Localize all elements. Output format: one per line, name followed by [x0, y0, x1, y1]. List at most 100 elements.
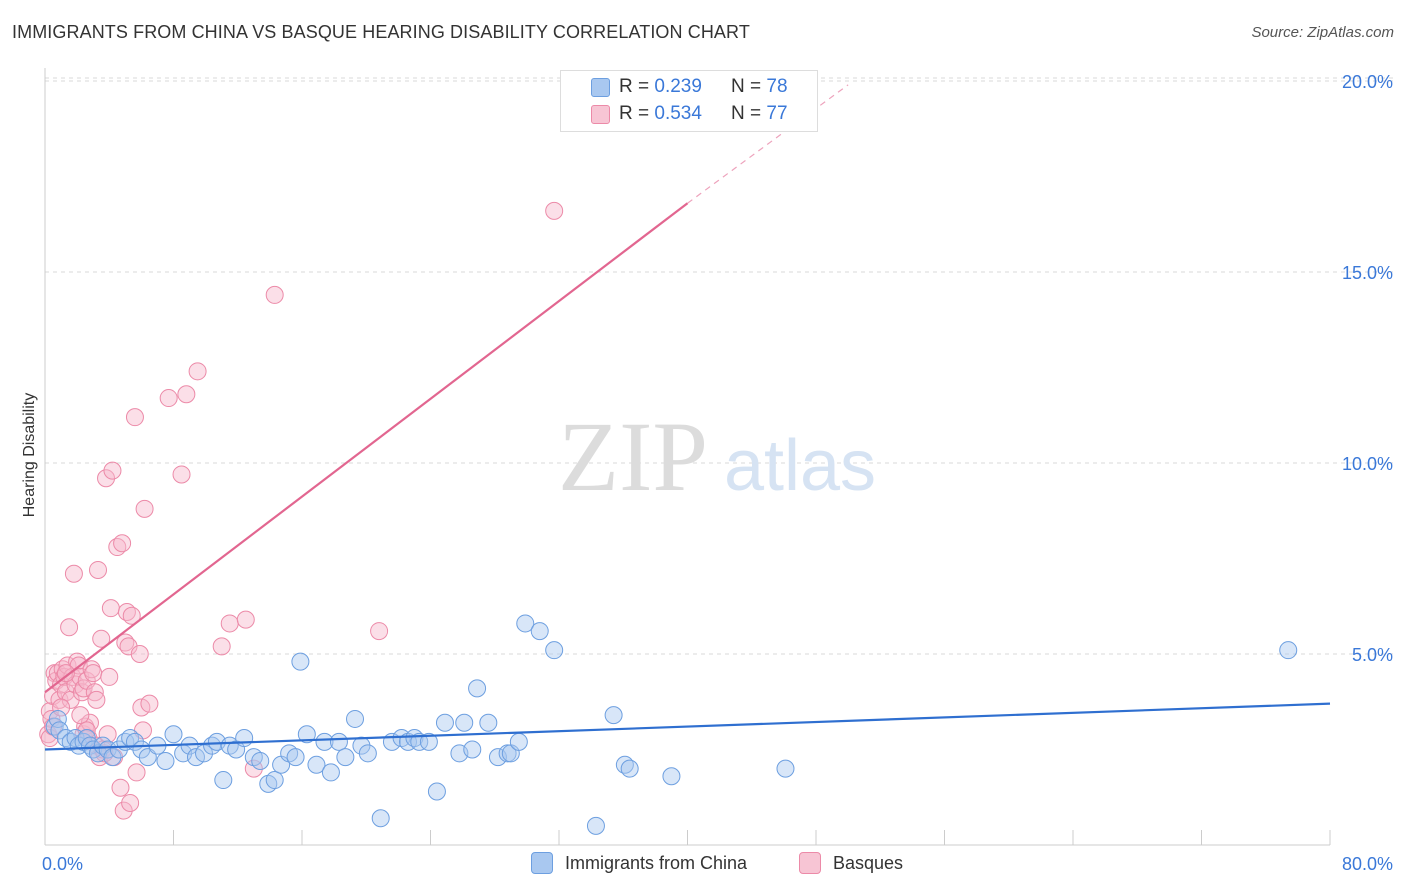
point-china [662, 767, 681, 786]
legend-r-value-basques: 0.534 [654, 103, 702, 124]
legend-n-value-basques: 77 [766, 103, 788, 124]
point-china [214, 771, 233, 790]
point-basques [159, 389, 178, 408]
point-basques [52, 698, 71, 717]
legend-swatch-basques [799, 852, 821, 874]
trendline-china [44, 702, 1331, 751]
point-basques [220, 614, 239, 633]
point-china [138, 748, 157, 767]
point-basques [265, 285, 284, 304]
point-basques [71, 706, 90, 725]
legend-swatch-china [591, 78, 610, 97]
point-china [586, 816, 605, 835]
point-china [329, 732, 348, 751]
point-basques [60, 618, 79, 637]
legend-item-basques[interactable]: Basques [799, 852, 903, 874]
watermark-atlas: atlas [724, 426, 876, 506]
point-china [48, 709, 67, 728]
point-basques [100, 667, 119, 686]
point-basques [40, 729, 59, 748]
y-tick-label: 10.0% [1342, 454, 1393, 474]
point-basques [125, 408, 144, 427]
point-china [358, 744, 377, 763]
point-china [307, 755, 326, 774]
grid-lines [45, 77, 1395, 655]
tick-labels: 5.0% 10.0% 15.0% 20.0% 0.0% 80.0% [42, 72, 1393, 874]
point-basques [101, 599, 120, 618]
legend-r-value-china: 0.239 [654, 76, 702, 97]
point-china [371, 809, 390, 828]
point-basques [140, 694, 159, 713]
legend-n-label: N = [731, 76, 762, 97]
point-basques [98, 725, 117, 744]
point-china [479, 713, 498, 732]
point-china [346, 709, 365, 728]
x-tick-label: 80.0% [1342, 854, 1393, 874]
point-china [410, 732, 429, 751]
point-china [516, 614, 535, 633]
point-china [50, 721, 69, 740]
point-china [419, 732, 438, 751]
point-china [156, 751, 175, 770]
point-china [336, 748, 355, 767]
legend-n-label: N = [731, 103, 762, 124]
data-points [39, 201, 1298, 835]
watermark-zip: ZIP [558, 401, 708, 512]
point-china [427, 782, 446, 801]
y-tick-label: 15.0% [1342, 263, 1393, 283]
point-basques [85, 683, 104, 702]
chart-title: IMMIGRANTS FROM CHINA VS BASQUE HEARING … [12, 22, 750, 42]
point-china [321, 763, 340, 782]
point-basques [188, 362, 207, 381]
y-tick-label: 5.0% [1352, 645, 1393, 665]
point-basques [103, 461, 122, 480]
point-basques [130, 645, 149, 663]
point-basques [236, 610, 255, 629]
legend-row-china: R = 0.239 N = 78 [591, 75, 788, 99]
point-china [455, 713, 474, 732]
trendline-basques [44, 202, 689, 694]
point-basques [97, 469, 116, 488]
point-basques [87, 690, 106, 709]
point-china [604, 706, 623, 725]
point-china [463, 740, 482, 759]
legend-item-china[interactable]: Immigrants from China [531, 852, 747, 874]
point-basques [92, 629, 111, 648]
point-basques [111, 778, 130, 797]
point-basques [177, 385, 196, 404]
correlation-legend: R = 0.239 N = 78 R = 0.534 N = 77 [560, 70, 818, 132]
point-basques [212, 637, 231, 656]
point-china [530, 622, 549, 641]
legend-label-basques: Basques [833, 852, 904, 873]
point-china [103, 748, 122, 767]
point-china [297, 725, 316, 744]
point-basques [135, 499, 154, 518]
point-basques [114, 801, 133, 820]
point-china [776, 759, 795, 778]
legend-swatch-china [531, 852, 553, 874]
legend-swatch-basques [591, 105, 610, 124]
point-basques [64, 564, 83, 583]
point-china [1279, 641, 1298, 660]
x-tick-label: 0.0% [42, 854, 83, 874]
point-basques [172, 465, 191, 484]
point-basques [122, 606, 141, 625]
point-basques [56, 664, 75, 683]
point-china [251, 751, 270, 770]
point-china [435, 713, 454, 732]
point-china [164, 725, 183, 744]
trend-lines [44, 84, 1331, 751]
legend-n-value-china: 78 [766, 76, 788, 97]
point-basques [113, 534, 132, 553]
point-china [265, 771, 284, 790]
point-basques [89, 560, 108, 579]
point-china [291, 652, 310, 671]
source-label: Source: ZipAtlas.com [1251, 24, 1394, 41]
y-tick-label: 20.0% [1342, 72, 1393, 92]
point-basques [370, 622, 389, 641]
point-china [286, 748, 305, 767]
point-basques [545, 201, 564, 220]
point-basques [84, 664, 103, 683]
point-china [235, 729, 254, 748]
